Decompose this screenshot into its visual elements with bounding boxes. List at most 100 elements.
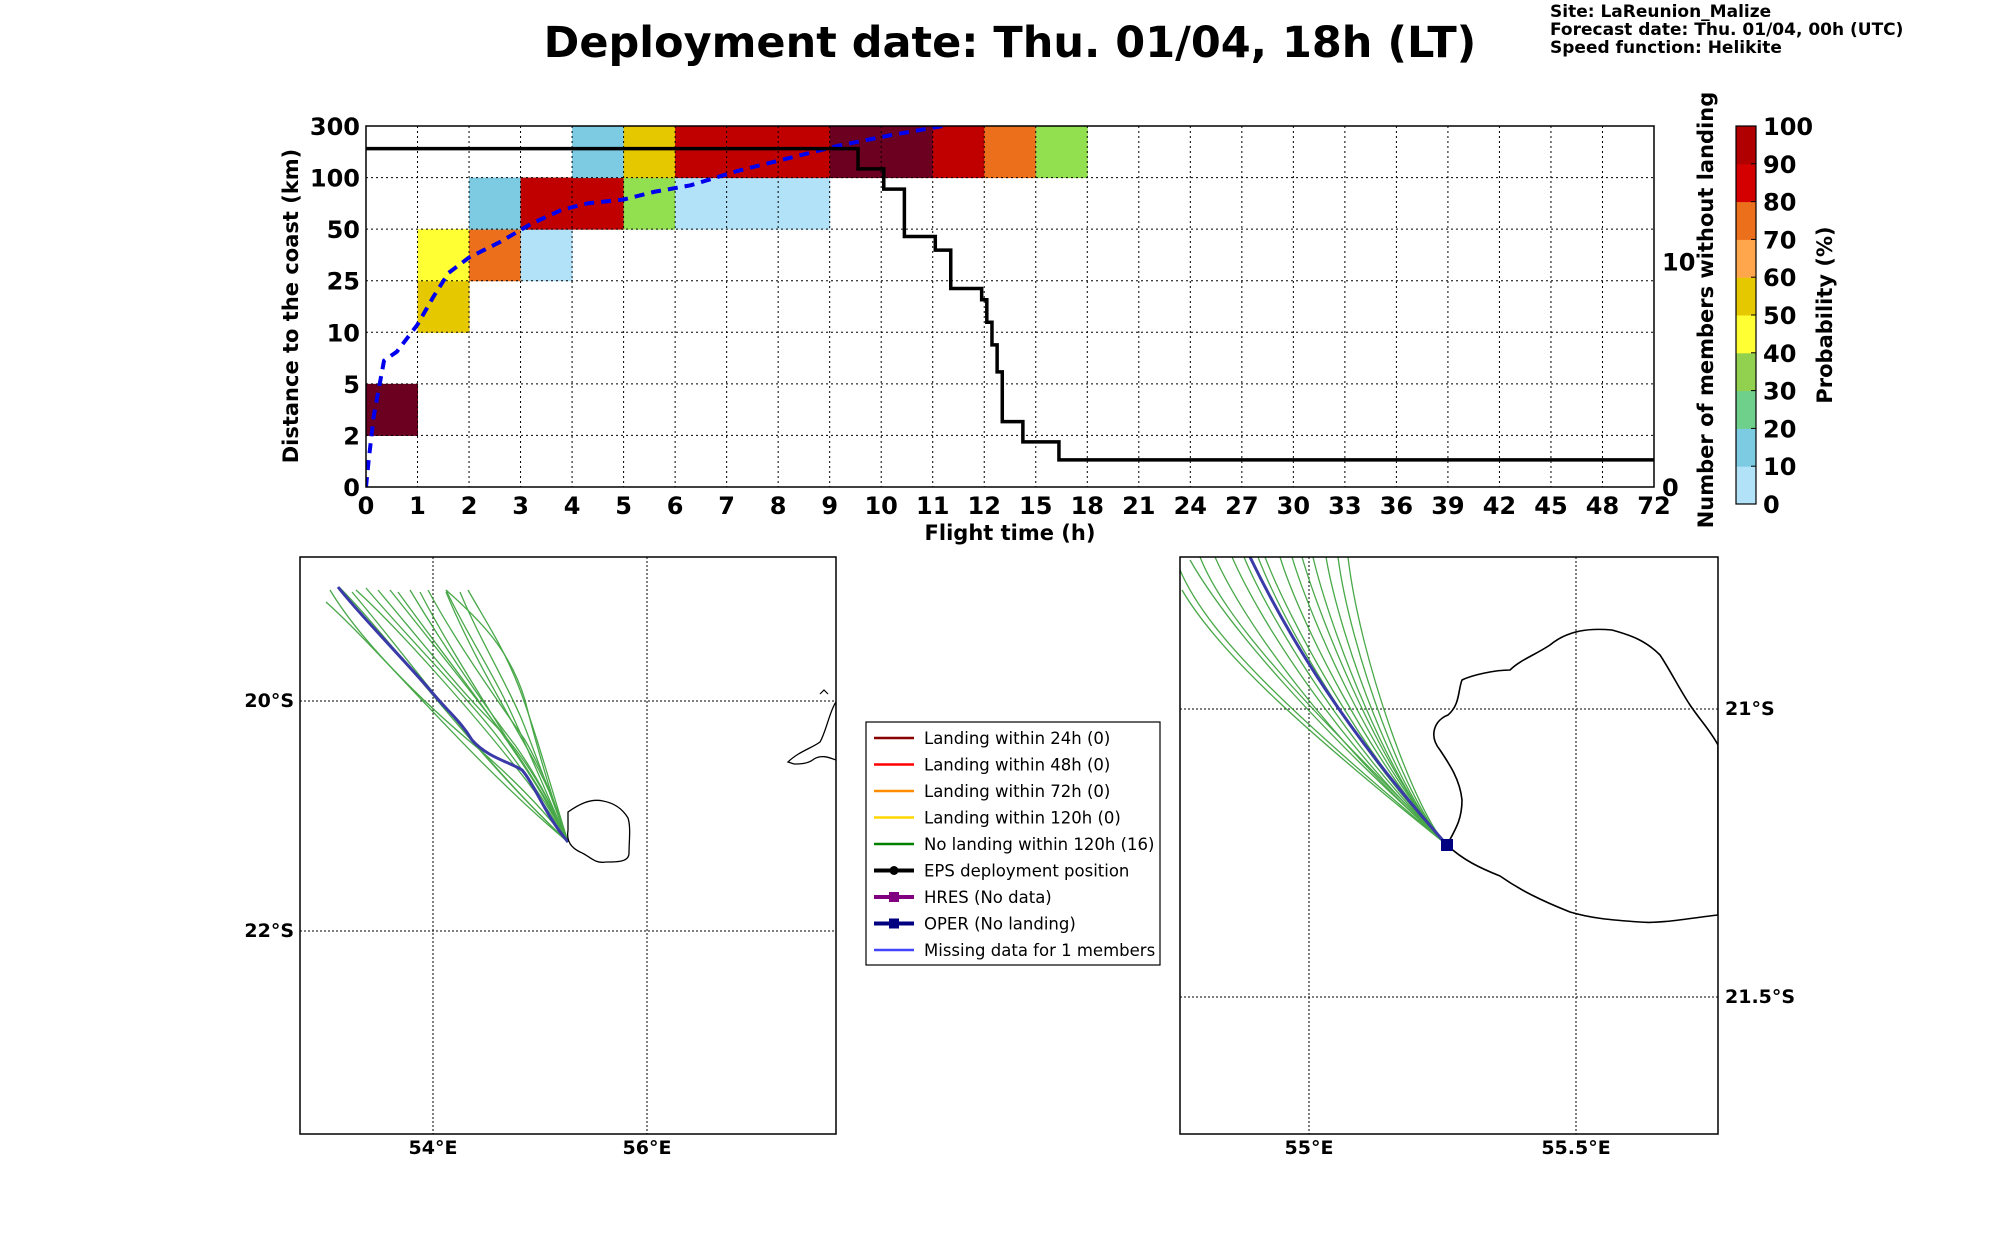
heatmap-cell [469,229,522,282]
legend-item: OPER (No landing) [874,915,1076,934]
colorbar-swatch [1736,277,1756,316]
heatmap-cell [1035,126,1088,179]
colorbar-label: Probability (%) [1813,226,1837,403]
colorbar-swatch [1736,126,1756,165]
map-left-lon-label: 56°E [623,1137,672,1159]
colorbar-tick-label: 10 [1763,453,1796,481]
legend-label: Landing within 120h (0) [924,809,1121,828]
colorbar-swatch [1736,466,1756,505]
y-tick-label: 10 [327,319,360,347]
x-tick-label: 33 [1328,492,1361,520]
heatmap-cell [572,177,625,230]
colorbar-tick-label: 80 [1763,189,1796,217]
x-tick-label: 2 [461,492,478,520]
x-tick-label: 36 [1380,492,1413,520]
colorbar-swatch [1736,315,1756,354]
y2-tick-label: 0 [1662,474,1679,502]
x-tick-label: 7 [718,492,735,520]
page-title: Deployment date: Thu. 01/04, 18h (LT) [544,18,1477,68]
legend-item: Missing data for 1 members [874,941,1155,960]
colorbar-tick-label: 60 [1763,264,1796,292]
legend-label: Landing within 24h (0) [924,729,1110,748]
x-tick-label: 8 [770,492,787,520]
legend-item: HRES (No data) [874,888,1052,907]
x-tick-label: 42 [1483,492,1516,520]
x-tick-label: 39 [1431,492,1464,520]
heatmap-cell [572,126,625,179]
heatmap-cell [984,126,1037,179]
colorbar-tick-label: 0 [1763,491,1780,519]
x-tick-label: 24 [1174,492,1207,520]
heatmap-cell [623,126,676,179]
colorbar-tick-label: 50 [1763,302,1796,330]
colorbar-swatches [1736,126,1756,505]
legend-marker [889,866,899,875]
y-tick-label: 5 [343,371,360,399]
map-left-lat-label: 22°S [244,920,294,942]
map-right-lat-label: 21°S [1725,698,1775,720]
colorbar-tick-label: 20 [1763,415,1796,443]
heatmap-cell [675,126,728,179]
legend-item: Landing within 48h (0) [874,756,1110,775]
colorbar-tick-label: 100 [1763,113,1813,141]
x-tick-label: 10 [864,492,897,520]
x-tick-label: 4 [564,492,581,520]
plot-frame [365,125,1655,488]
legend-item: Landing within 120h (0) [874,809,1121,828]
map-right-reunion-coast [1433,628,1718,924]
legend-label: Landing within 48h (0) [924,756,1110,775]
legend-label: EPS deployment position [924,862,1129,881]
colorbar-swatch [1736,239,1756,278]
legend-label: HRES (No data) [924,888,1052,907]
y-axis-label: Distance to the coast (km) [279,149,303,464]
x-tick-label: 0 [358,492,375,520]
colorbar-tick-label: 90 [1763,151,1796,179]
map-right-lat-label: 21.5°S [1725,986,1795,1008]
x-tick-label: 18 [1071,492,1104,520]
map-right-grid [1180,557,1718,1134]
map-left: 20°S 22°S 54°E 56°E [244,556,837,1159]
x-tick-labels: 0 1 2 3 4 5 6 7 8 9 10 11 12 15 18 21 24 27 30 33 36 39 42 45 48… [358,492,1671,520]
map-left-reunion-coast [566,799,631,863]
map-right-deployment-marker [1441,839,1453,851]
heatmap-cell [675,177,728,230]
x-tick-label: 21 [1122,492,1155,520]
colorbar-swatch [1736,163,1756,203]
legend-frame [865,721,1161,966]
speed-function-label: Speed function: Helikite [1550,38,1782,58]
colorbar: 0 10 20 30 40 50 60 70 80 90 100 Probability (%) [1735,113,1837,519]
heatmap-cell [623,177,676,230]
colorbar-swatch [1736,352,1756,392]
x-tick-label: 45 [1534,492,1567,520]
legend-label: Missing data for 1 members [924,941,1155,960]
y2-tick-label: 10 [1662,248,1695,276]
y-tick-label: 0 [343,474,360,502]
colorbar-swatch [1736,201,1756,240]
map-left-mauritius-coast [786,700,836,765]
map-left-oper-track [336,586,570,843]
legend-marker [889,892,899,902]
x-tick-label: 27 [1225,492,1258,520]
heatmap-cell [778,177,831,230]
forecast-date-label: Forecast date: Thu. 01/04, 00h (UTC) [1550,20,1903,40]
x-tick-label: 12 [968,492,1001,520]
x-tick-label: 3 [512,492,529,520]
x-tick-label: 5 [615,492,632,520]
y2-axis-label: Number of members without landing [1694,92,1718,529]
heatmap-cell [726,177,779,230]
x-tick-label: 72 [1637,492,1670,520]
heatmap-cell [726,126,779,179]
colorbar-tick-labels: 0 10 20 30 40 50 60 70 80 90 100 [1751,113,1813,519]
map-right-oper-track [1248,557,1449,846]
y-tick-label: 2 [343,422,360,450]
map-left-background [300,557,836,1134]
colorbar-tick-label: 40 [1763,340,1796,368]
legend-label: Landing within 72h (0) [924,782,1110,801]
x-tick-label: 48 [1586,492,1619,520]
colorbar-swatch [1736,390,1756,429]
legend-marker [889,918,899,929]
x-tick-label: 1 [409,492,426,520]
x-tick-label: 11 [916,492,949,520]
probability-chart: 0 1 2 3 4 5 6 7 8 9 10 11 12 15 18 21 24 27 30 33 36 39 42 45 48… [279,92,1718,545]
